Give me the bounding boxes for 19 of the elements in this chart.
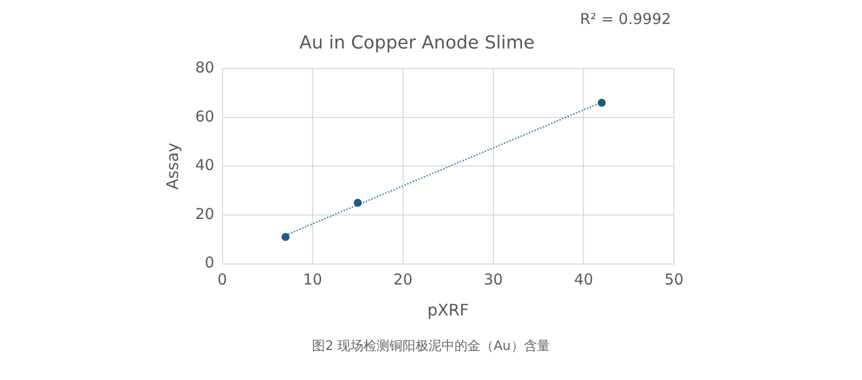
x-tick-label: 40 bbox=[574, 270, 594, 289]
point bbox=[282, 232, 290, 241]
y-tick-label: 20 bbox=[195, 204, 214, 223]
point bbox=[598, 98, 606, 107]
x-tick-label: 30 bbox=[484, 270, 503, 289]
chart-title: Au in Copper Anode Slime bbox=[299, 32, 535, 54]
x-tick-label: 10 bbox=[303, 270, 322, 289]
y-tick-label: 40 bbox=[195, 156, 214, 174]
y-tick-label: 60 bbox=[195, 107, 214, 126]
y-tick-label: 0 bbox=[204, 254, 214, 272]
caption: 图2 现场检测铜阳极泥中的金（Au）含量 bbox=[311, 338, 551, 355]
text: R² = 0.9992 bbox=[580, 10, 672, 28]
x-axis-title: pXRF bbox=[427, 300, 469, 320]
x-tick-label: 0 bbox=[218, 270, 228, 289]
x-tick-label: 50 bbox=[664, 270, 684, 289]
point bbox=[354, 198, 362, 207]
y-tick-label: 80 bbox=[195, 58, 214, 76]
y-axis-title: Assay bbox=[162, 142, 182, 190]
x-tick-label: 20 bbox=[393, 270, 413, 289]
